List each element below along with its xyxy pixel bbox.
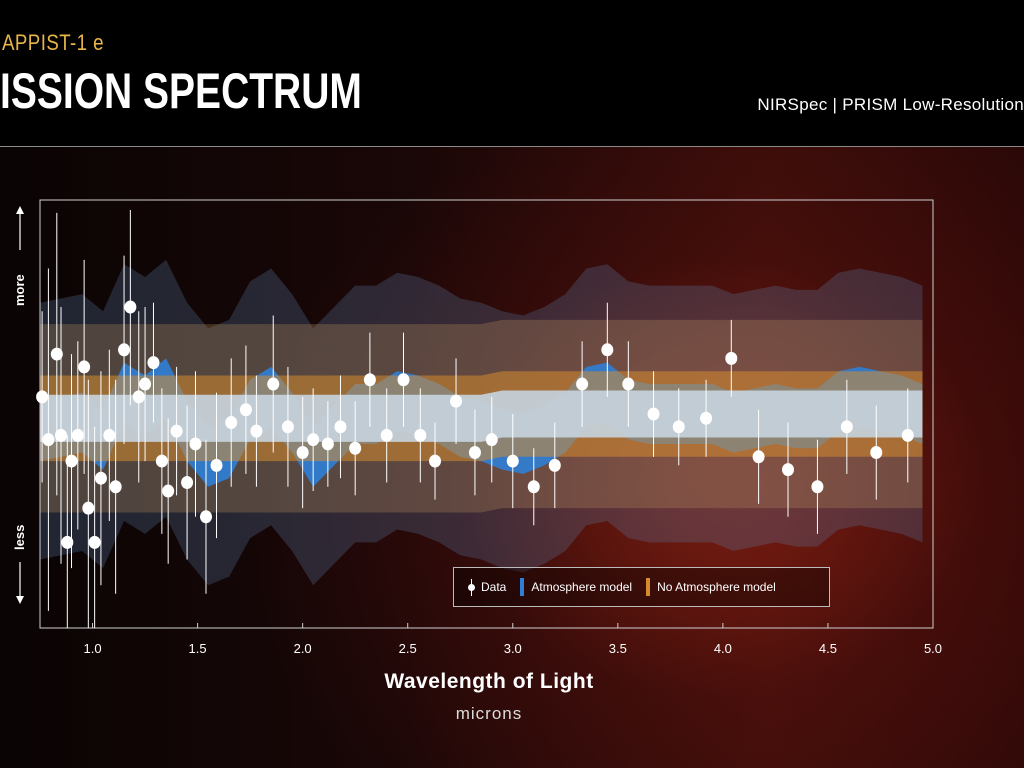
data-point — [281, 420, 294, 434]
data-point — [840, 420, 853, 434]
y-arrowhead-up — [16, 206, 24, 214]
data-point — [71, 428, 84, 442]
x-tick-label: 3.5 — [609, 641, 627, 656]
data-point — [65, 454, 78, 468]
data-point — [210, 458, 223, 472]
x-tick-label: 2.5 — [399, 641, 417, 656]
x-tick-label: 4.0 — [714, 641, 732, 656]
data-point — [55, 428, 68, 442]
data-point-icon — [468, 578, 475, 596]
data-point — [380, 428, 393, 442]
legend: Data Atmosphere model No Atmosphere mode… — [453, 567, 830, 607]
data-point — [349, 441, 362, 455]
data-point — [414, 428, 427, 442]
data-point — [700, 411, 713, 425]
data-point — [42, 433, 55, 447]
data-point — [397, 373, 410, 387]
legend-atmosphere: Atmosphere model — [520, 578, 632, 596]
data-point — [334, 420, 347, 434]
data-point — [155, 454, 168, 468]
data-point — [50, 347, 63, 361]
x-tick-label: 1.0 — [83, 641, 101, 656]
data-point — [527, 480, 540, 494]
data-point — [782, 463, 795, 477]
data-point — [601, 343, 614, 357]
legend-data-label: Data — [481, 580, 507, 594]
data-point — [139, 377, 152, 391]
data-point — [103, 428, 116, 442]
data-point — [109, 480, 122, 494]
plot-frame — [39, 199, 934, 629]
data-point — [450, 394, 463, 408]
x-tick-label: 3.0 — [504, 641, 522, 656]
data-point — [36, 390, 49, 404]
instrument-label: NIRSpec | PRISM Low-Resolution — [757, 95, 1024, 114]
data-point — [485, 433, 498, 447]
data-point — [225, 416, 238, 430]
x-axis-ticks: 1.0 1.5 2.0 2.5 3.0 3.5 4.0 4.5 5.0 — [83, 623, 942, 656]
x-tick-label: 1.5 — [189, 641, 207, 656]
data-point — [199, 510, 212, 524]
data-point — [124, 300, 137, 314]
data-point — [147, 356, 160, 370]
data-point — [506, 454, 519, 468]
data-point — [239, 403, 252, 417]
data-point — [576, 377, 589, 391]
data-point — [118, 343, 131, 357]
data-point — [363, 373, 376, 387]
atmosphere-swatch — [520, 578, 525, 596]
y-label-less: less — [12, 524, 27, 550]
data-point — [429, 454, 442, 468]
no-atmosphere-swatch — [646, 578, 651, 596]
data-point — [78, 360, 91, 374]
data-point — [94, 471, 107, 485]
legend-atmosphere-label: Atmosphere model — [531, 580, 633, 594]
data-point — [250, 424, 263, 438]
data-point — [811, 480, 824, 494]
legend-no-atmosphere-label: No Atmosphere model — [657, 580, 776, 594]
data-point — [901, 428, 914, 442]
data-point — [752, 450, 765, 464]
data-point — [725, 351, 738, 365]
y-axis-arrows — [16, 206, 24, 604]
data-point — [267, 377, 280, 391]
data-point — [88, 535, 101, 549]
data-point — [622, 377, 635, 391]
data-point — [296, 446, 309, 460]
data-point — [468, 446, 481, 460]
data-point — [61, 535, 74, 549]
planet-name: APPIST-1 e — [2, 30, 104, 55]
data-points — [36, 300, 914, 549]
x-tick-label: 2.0 — [294, 641, 312, 656]
model-bands — [40, 259, 923, 586]
data-point — [548, 458, 561, 472]
data-point — [162, 484, 175, 498]
data-point — [870, 446, 883, 460]
data-point — [672, 420, 685, 434]
y-arrowhead-down — [16, 596, 24, 604]
data-point — [181, 475, 194, 489]
page-title: ISSION SPECTRUM — [0, 63, 362, 119]
x-tick-label: 5.0 — [924, 641, 942, 656]
x-tick-label: 4.5 — [819, 641, 837, 656]
data-point — [132, 390, 145, 404]
y-label-more: more — [12, 274, 27, 306]
x-axis-units: microns — [455, 704, 523, 723]
data-point — [321, 437, 334, 451]
header-divider — [0, 146, 1024, 147]
data-point — [170, 424, 183, 438]
data-point — [189, 437, 202, 451]
legend-no-atmosphere: No Atmosphere model — [646, 578, 776, 596]
data-point — [307, 433, 320, 447]
data-point — [82, 501, 95, 515]
x-axis-title: Wavelength of Light — [384, 670, 594, 693]
legend-data: Data — [468, 578, 507, 596]
data-point — [647, 407, 660, 421]
